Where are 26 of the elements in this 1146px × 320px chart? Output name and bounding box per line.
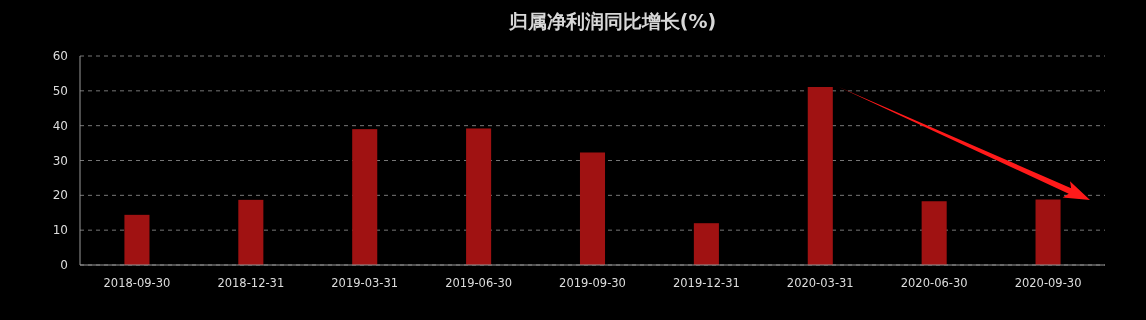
x-tick-label: 2019-03-31	[331, 276, 399, 290]
x-tick-label: 2019-09-30	[559, 276, 626, 290]
x-tick-label: 2020-06-30	[900, 276, 968, 290]
y-tick-label: 20	[52, 188, 68, 203]
bar	[1035, 199, 1061, 265]
bar	[124, 214, 150, 265]
bar	[921, 201, 947, 265]
x-tick-label: 2020-03-31	[786, 276, 854, 290]
y-tick-label: 50	[52, 83, 68, 98]
bar	[352, 129, 378, 265]
y-tick-label: 30	[52, 153, 68, 168]
chart-title: 归属净利润同比增长(%)	[507, 10, 717, 32]
x-tick-label: 2019-12-31	[672, 276, 740, 290]
bar	[693, 223, 719, 265]
bar	[238, 199, 264, 265]
y-tick-label: 10	[52, 223, 68, 238]
bar	[579, 152, 606, 265]
x-tick-label: 2018-12-31	[217, 276, 285, 290]
x-tick-label: 2019-06-30	[445, 276, 513, 290]
bar	[807, 87, 833, 265]
x-tick-label: 2018-09-30	[103, 276, 171, 290]
bar	[466, 128, 492, 265]
y-tick-label: 60	[52, 49, 68, 63]
y-tick-label: 40	[52, 118, 68, 133]
x-tick-label: 2020-09-30	[1014, 276, 1082, 290]
y-tick-label: 0	[60, 258, 68, 272]
